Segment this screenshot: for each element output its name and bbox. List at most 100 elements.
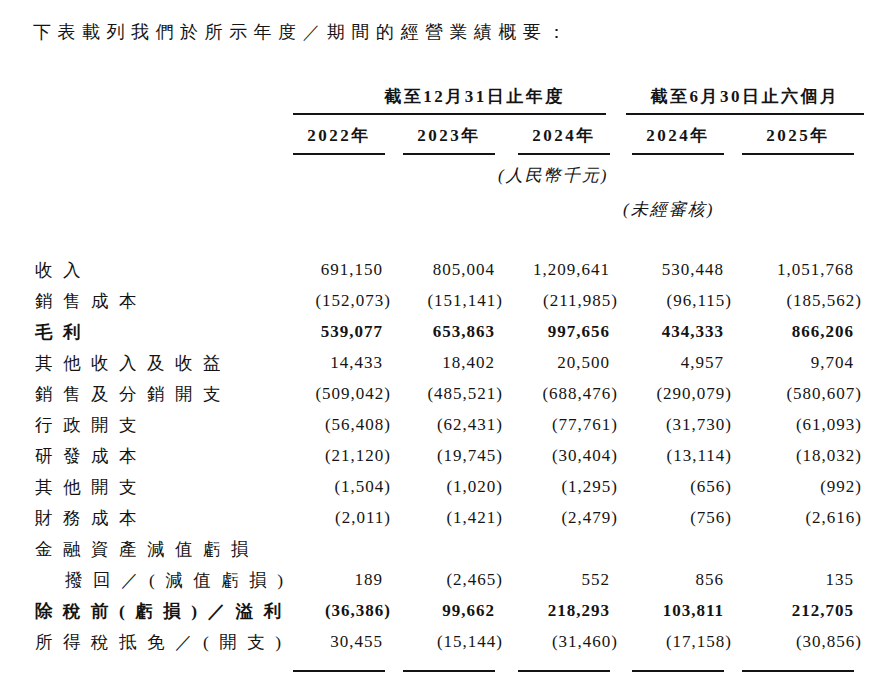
value-cell: (290,079) [620,378,734,409]
value-cell: (19,745) [393,440,505,471]
audit-note-row: (未經審核) [33,189,864,223]
value-cell [393,533,505,564]
value-cell: (56,408) [293,409,393,440]
spacer [33,223,864,254]
table-row: 撥回／(減值虧損)189(2,465)552856135 [33,564,864,595]
year-header-2022: 2022年 [293,115,393,155]
value-cell: (185,562) [734,285,864,316]
value-cell: 14,433 [293,347,393,378]
value-cell: (17,158) [620,626,734,657]
audit-note: (未經審核) [33,189,864,223]
value-cell: (1,020) [393,471,505,502]
row-label: 財務成本 [33,502,293,533]
value-cell: 866,206 [734,316,864,347]
table-row: 研發成本(21,120)(19,745)(30,404)(13,114)(18,… [33,440,864,471]
period-group-header-annual: 截至12月31日止年度 [293,85,620,115]
value-cell: 135 [734,564,864,595]
value-cell: (152,073) [293,285,393,316]
table-row: 收入691,150805,0041,209,641530,4481,051,76… [33,254,864,285]
unit-note: (人民幣千元) [33,155,864,189]
operating-results-table: 截至12月31日止年度 截至6月30日止六個月 2022年 2023年 2024… [33,85,864,675]
value-cell [505,533,620,564]
value-cell: 539,077 [293,316,393,347]
year-header-2024: 2024年 [505,115,620,155]
value-cell: (2,465) [393,564,505,595]
value-cell: 9,704 [734,347,864,378]
value-cell: (1,504) [293,471,393,502]
value-cell [293,533,393,564]
value-cell: (688,476) [505,378,620,409]
row-label: 其他開支 [33,471,293,502]
row-label: 其他收入及收益 [33,347,293,378]
table-row: 所得稅抵免／(開支)30,455(15,144)(31,460)(17,158)… [33,626,864,657]
value-cell: (61,093) [734,409,864,440]
value-cell: (2,011) [293,502,393,533]
value-cell: 212,705 [734,595,864,626]
table-row: 毛利539,077653,863997,656434,333866,206 [33,316,864,347]
row-label: 收入 [33,254,293,285]
value-cell: 18,402 [393,347,505,378]
value-cell: 4,957 [620,347,734,378]
value-cell: 1,209,641 [505,254,620,285]
value-cell: (18,032) [734,440,864,471]
value-cell: 30,455 [293,626,393,657]
column-rule [293,657,393,675]
value-cell: (15,144) [393,626,505,657]
year-header-2023: 2023年 [393,115,505,155]
period-group-header-interim: 截至6月30日止六個月 [620,85,864,115]
value-cell: (36,386) [293,595,393,626]
value-cell: 856 [620,564,734,595]
row-label: 銷售及分銷開支 [33,378,293,409]
value-cell: 103,811 [620,595,734,626]
value-cell: 997,656 [505,316,620,347]
intro-text: 下表載列我們於所示年度／期間的經營業績概要： [33,20,878,45]
unit-note-row: (人民幣千元) [33,155,864,189]
year-label: 2024年 [518,124,610,155]
table-row: 銷售及分銷開支(509,042)(485,521)(688,476)(290,0… [33,378,864,409]
value-cell: 530,448 [620,254,734,285]
value-cell: (211,985) [505,285,620,316]
value-cell: (992) [734,471,864,502]
spacer-cell [33,657,293,675]
table-row: 行政開支(56,408)(62,431)(77,761)(31,730)(61,… [33,409,864,440]
value-cell: (756) [620,502,734,533]
header-body-spacer [33,223,864,254]
row-label: 研發成本 [33,440,293,471]
year-label: 2025年 [742,124,854,155]
column-rule [393,657,505,675]
value-cell: 552 [505,564,620,595]
value-cell: (77,761) [505,409,620,440]
year-header-row: 2022年 2023年 2024年 2024年 2025年 [33,115,864,155]
value-cell: (151,141) [393,285,505,316]
period-group-annual-label: 截至12月31日止年度 [293,85,606,115]
value-cell: (485,521) [393,378,505,409]
table-row: 金融資產減值虧損 [33,533,864,564]
label-column-spacer [33,115,293,155]
value-cell: (21,120) [293,440,393,471]
year-header-2024-interim: 2024年 [620,115,734,155]
value-cell: 805,004 [393,254,505,285]
value-cell: 99,662 [393,595,505,626]
table-row: 銷售成本(152,073)(151,141)(211,985)(96,115)(… [33,285,864,316]
value-cell: (1,295) [505,471,620,502]
year-label: 2023年 [403,124,495,155]
column-rule [620,657,734,675]
value-cell: (509,042) [293,378,393,409]
year-label: 2022年 [293,124,385,155]
table-row: 其他開支(1,504)(1,020)(1,295)(656)(992) [33,471,864,502]
row-label: 除稅前(虧損)／溢利 [33,595,293,626]
value-cell: 189 [293,564,393,595]
row-label: 撥回／(減值虧損) [33,564,293,595]
table-row: 其他收入及收益14,43318,40220,5004,9579,704 [33,347,864,378]
value-cell: 1,051,768 [734,254,864,285]
value-cell: (62,431) [393,409,505,440]
value-cell: (1,421) [393,502,505,533]
value-cell: 218,293 [505,595,620,626]
period-group-interim-label: 截至6月30日止六個月 [626,85,864,115]
column-rule-row [33,657,864,675]
year-label: 2024年 [632,124,724,155]
value-cell: (2,479) [505,502,620,533]
row-label: 金融資產減值虧損 [33,533,293,564]
table-body: 收入691,150805,0041,209,641530,4481,051,76… [33,254,864,675]
value-cell [734,533,864,564]
